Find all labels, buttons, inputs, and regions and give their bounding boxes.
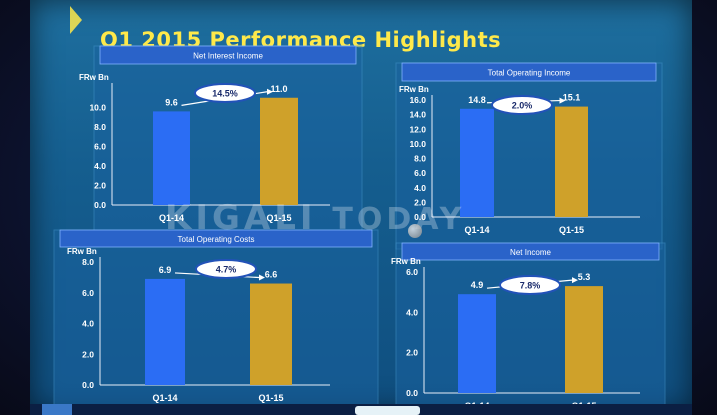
arrow-head-icon: [559, 97, 566, 104]
x-tick-label: Q1-15: [559, 225, 584, 235]
chart-header: [401, 242, 660, 261]
y-tick-label: 0.0: [414, 212, 426, 222]
y-tick-label: 2.0: [82, 349, 94, 359]
bar-value-label: 9.6: [165, 97, 178, 107]
bar-value-label: 6.6: [265, 270, 278, 280]
x-tick-label: Q1-14: [159, 213, 184, 223]
arrow-head-icon: [267, 88, 273, 95]
bar-q1-14: [460, 108, 494, 217]
growth-oval: [491, 95, 553, 115]
bar-value-label: 14.8: [468, 95, 486, 105]
chart-title: Net Income: [510, 248, 551, 257]
y-tick-label: 4.0: [406, 307, 418, 317]
bottom-badge: [355, 406, 420, 415]
y-tick-label: 6.0: [414, 168, 426, 178]
y-tick-label: 4.0: [414, 183, 426, 193]
chart-panel: [395, 62, 663, 250]
bar-q1-15: [250, 283, 292, 385]
y-tick-label: 12.0: [409, 124, 426, 134]
y-tick-label: 8.0: [414, 154, 426, 164]
growth-label: 4.7%: [216, 265, 237, 275]
bar-value-label: 4.9: [471, 280, 484, 290]
growth-oval: [499, 275, 561, 295]
bar-q1-15: [260, 97, 298, 205]
chevron-icon: [70, 6, 82, 34]
bar-value-label: 11.0: [270, 84, 287, 94]
watermark: KIGALI TODAY: [165, 198, 465, 238]
growth-oval: [195, 259, 257, 279]
y-tick-label: 10.0: [409, 139, 426, 149]
watermark-main: KIGALI: [165, 198, 317, 238]
x-tick-label: Q1-14: [464, 225, 489, 235]
growth-label: 14.5%: [212, 89, 238, 99]
x-tick-label: Q1-15: [266, 213, 291, 223]
y-tick-label: 2.0: [94, 181, 106, 191]
growth-oval: [194, 83, 256, 103]
chart-title: Net Interest Income: [193, 52, 263, 61]
chart-title: Total Operating Income: [488, 69, 571, 78]
chart-title: Total Operating Costs: [178, 235, 255, 244]
bar-q1-14: [153, 111, 190, 205]
chart-panel: [395, 242, 666, 415]
y-tick-label: 0.0: [94, 200, 106, 210]
y-tick-label: 10.0: [89, 103, 106, 113]
growth-label: 7.8%: [520, 281, 541, 291]
y-tick-label: 6.0: [82, 288, 94, 298]
x-tick-label: Q1-15: [258, 393, 283, 403]
y-tick-label: 4.0: [82, 319, 94, 329]
arrow-head-icon: [572, 277, 578, 284]
arrow-head-icon: [259, 274, 265, 281]
y-tick-label: 14.0: [409, 110, 426, 120]
y-tick-label: 8.0: [82, 257, 94, 267]
y-axis-label: FRw Bn: [399, 85, 429, 94]
bar-value-label: 15.1: [563, 93, 581, 103]
bar-q1-14: [145, 278, 185, 385]
x-tick-label: Q1-14: [152, 393, 177, 403]
growth-label: 2.0%: [512, 101, 533, 111]
bar-value-label: 6.9: [159, 265, 172, 275]
logo-icon: [42, 404, 72, 415]
bar-q1-14: [458, 294, 496, 393]
bar-q1-15: [565, 286, 603, 393]
y-tick-label: 8.0: [94, 122, 106, 132]
y-tick-label: 0.0: [82, 380, 94, 390]
y-tick-label: 6.0: [94, 142, 106, 152]
bar-q1-15: [555, 106, 588, 217]
watermark-dot-icon: [408, 224, 422, 238]
watermark-small: TODAY: [332, 202, 466, 237]
chart-header: [401, 62, 657, 82]
y-tick-label: 16.0: [409, 95, 426, 105]
y-axis-label: FRw Bn: [79, 73, 109, 82]
chart-header: [99, 45, 357, 65]
y-tick-label: 2.0: [406, 348, 418, 358]
y-tick-label: 4.0: [94, 161, 106, 171]
y-tick-label: 0.0: [406, 388, 418, 398]
bar-value-label: 5.3: [578, 272, 591, 282]
chart-header: [59, 229, 373, 248]
y-tick-label: 2.0: [414, 197, 426, 207]
y-tick-label: 6.0: [406, 267, 418, 277]
y-axis-label: FRw Bn: [391, 257, 421, 266]
y-axis-label: FRw Bn: [67, 247, 97, 256]
